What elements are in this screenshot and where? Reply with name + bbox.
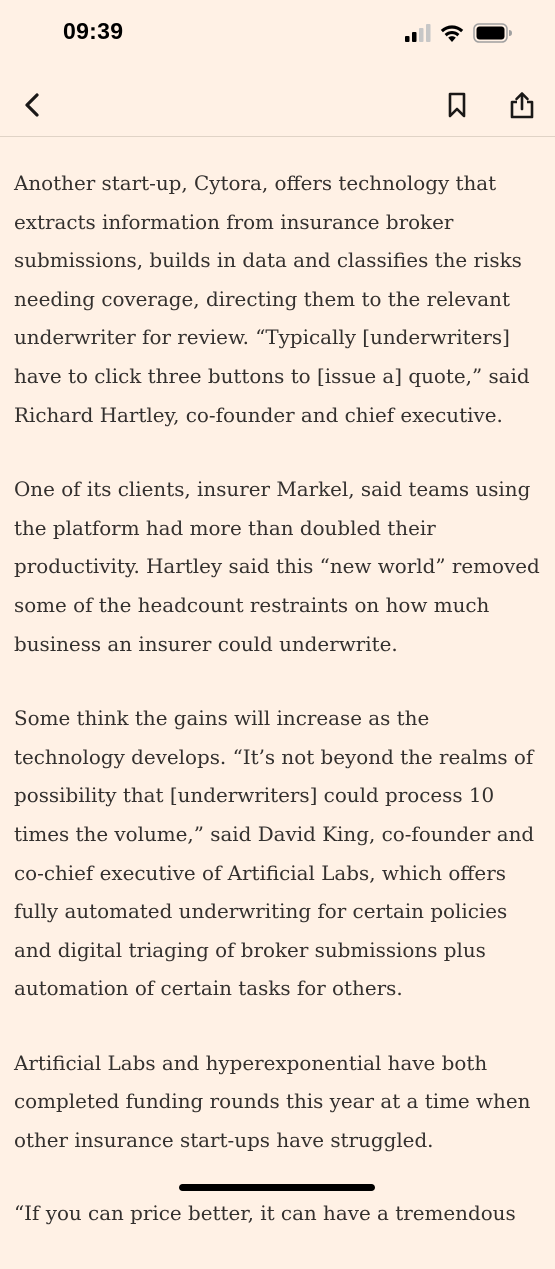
wifi-icon — [440, 24, 464, 42]
article-toolbar — [0, 72, 555, 137]
share-button[interactable] — [505, 88, 539, 122]
bookmark-icon — [448, 92, 466, 118]
back-button[interactable] — [16, 88, 50, 122]
cellular-signal-icon — [405, 24, 431, 42]
status-time: 09:39 — [63, 18, 124, 44]
article-paragraph: Another start-up, Cytora, offers technol… — [14, 172, 530, 427]
back-chevron-icon — [25, 93, 39, 117]
article-paragraph: “If you can price better, it can have a … — [14, 1201, 516, 1225]
article-paragraph: Artificial Labs and hyperexponential hav… — [14, 1051, 531, 1153]
article-paragraph: Some think the gains will increase as th… — [14, 707, 535, 1001]
article-body: Another start-up, Cytora, offers technol… — [14, 165, 544, 1269]
battery-icon — [473, 23, 512, 43]
status-bar: 09:39 — [0, 0, 555, 62]
share-icon — [510, 92, 534, 119]
article-paragraph: One of its clients, insurer Markel, said… — [14, 478, 540, 656]
home-indicator[interactable] — [179, 1184, 375, 1191]
bookmark-button[interactable] — [440, 88, 474, 122]
status-icons — [405, 20, 513, 46]
